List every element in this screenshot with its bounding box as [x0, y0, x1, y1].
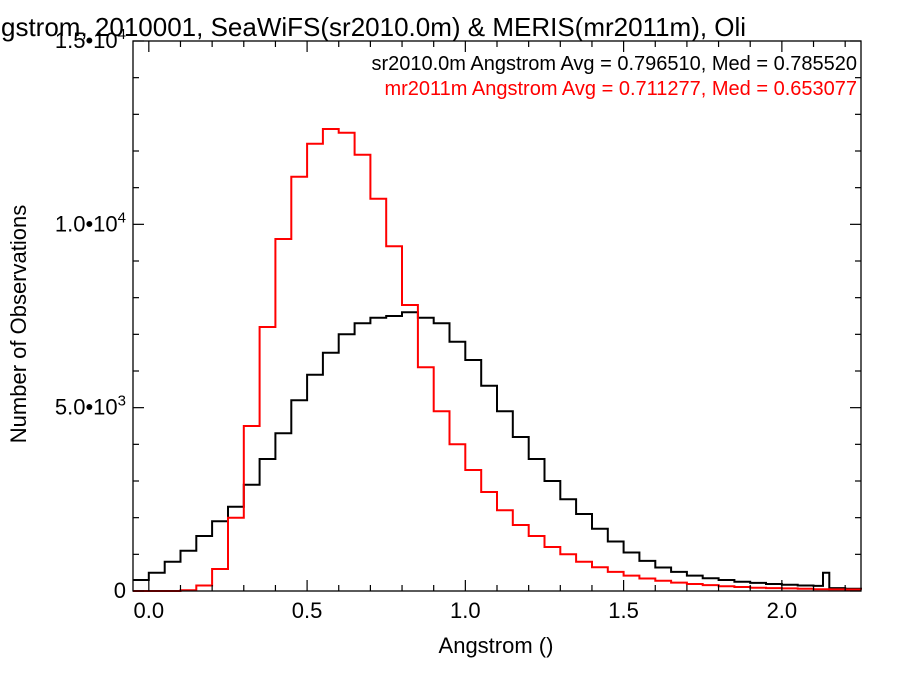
tick-layer — [133, 40, 861, 592]
y-tick-label: 0 — [114, 578, 126, 603]
series-sr2010.0m-line — [133, 311, 862, 590]
x-tick-label: 1.0 — [450, 598, 481, 623]
series-layer — [133, 128, 862, 592]
x-axis-label: Angstrom () — [439, 633, 554, 658]
x-tick-label: 0.0 — [134, 598, 165, 623]
tick-labels: 0.0 0.5 1.0 1.5 2.0 0 5.0•103 1.0•104 1.5•104 — [55, 26, 797, 623]
y-tick-label: 1.0•104 — [55, 209, 126, 236]
legend-entry-mr2011: mr2011m Angstrom Avg = 0.711277, Med = 0… — [384, 78, 857, 100]
y-tick-label: 1.5•104 — [55, 26, 126, 53]
y-axis-label: Number of Observations — [6, 205, 31, 443]
x-tick-label: 1.5 — [608, 598, 639, 623]
y-tick-label: 5.0•103 — [55, 393, 126, 420]
chart-title: gstrom, 2010001, SeaWiFS(sr2010.0m) & ME… — [1, 12, 746, 42]
x-tick-label: 0.5 — [292, 598, 323, 623]
legend-entry-sr2010: sr2010.0m Angstrom Avg = 0.796510, Med =… — [371, 53, 857, 75]
x-tick-label: 2.0 — [767, 598, 798, 623]
series-mr2011m-line — [133, 128, 862, 592]
